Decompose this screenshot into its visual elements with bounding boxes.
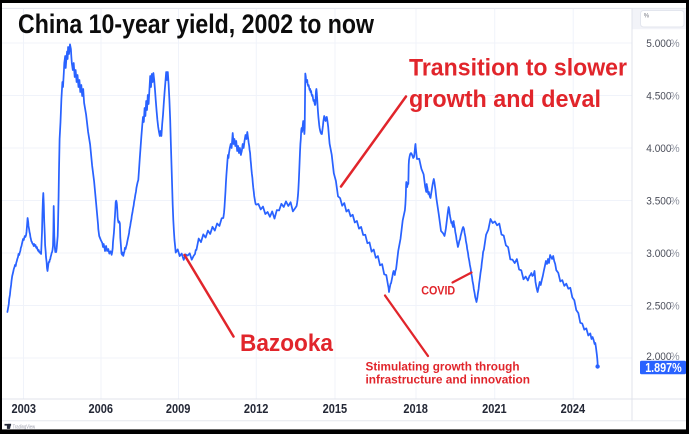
- svg-text:2012: 2012: [244, 401, 269, 416]
- svg-text:%: %: [670, 195, 680, 207]
- svg-text:%: %: [670, 38, 680, 50]
- svg-text:%: %: [670, 248, 680, 260]
- svg-text:1.897%: 1.897%: [645, 361, 682, 375]
- svg-text:growth and deval: growth and deval: [409, 86, 601, 113]
- svg-text:Stimulating growth through: Stimulating growth through: [366, 360, 520, 374]
- svg-text:COVID: COVID: [421, 284, 455, 298]
- svg-text:Transition to slower: Transition to slower: [409, 55, 627, 82]
- svg-text:2018: 2018: [403, 401, 428, 416]
- svg-text:TradingView: TradingView: [13, 425, 36, 431]
- svg-text:2003: 2003: [11, 401, 36, 416]
- svg-text:%: %: [670, 300, 680, 312]
- svg-text:4.500: 4.500: [646, 90, 671, 102]
- svg-text:2021: 2021: [482, 401, 507, 416]
- svg-text:2.500: 2.500: [646, 300, 671, 312]
- svg-text:4.000: 4.000: [646, 143, 671, 155]
- svg-text:%: %: [670, 351, 680, 363]
- svg-text:Bazooka: Bazooka: [240, 330, 334, 357]
- svg-text:3.000: 3.000: [646, 248, 671, 260]
- svg-text:China 10-year yield, 2002 to n: China 10-year yield, 2002 to now: [18, 9, 375, 39]
- svg-text:5.000: 5.000: [646, 38, 671, 50]
- svg-text:%: %: [644, 14, 650, 20]
- svg-text:2.000: 2.000: [646, 351, 671, 363]
- svg-text:2006: 2006: [89, 401, 114, 416]
- svg-text:%: %: [670, 143, 680, 155]
- svg-text:2024: 2024: [561, 401, 586, 416]
- svg-text:2009: 2009: [166, 401, 191, 416]
- svg-text:%: %: [670, 90, 680, 102]
- svg-text:infrastructure and innovation: infrastructure and innovation: [366, 373, 531, 387]
- svg-text:2015: 2015: [323, 401, 348, 416]
- svg-text:3.500: 3.500: [646, 195, 671, 207]
